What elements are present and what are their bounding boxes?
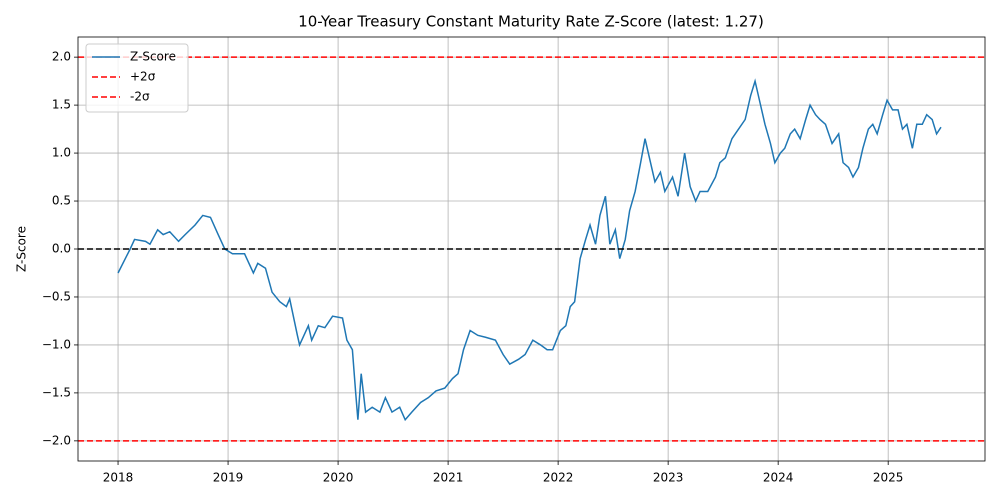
y-tick-label: −1.0 [42, 337, 71, 351]
y-tick-label: −1.5 [42, 385, 71, 399]
x-tick-label: 2019 [213, 471, 244, 485]
y-tick-label: 1.0 [52, 146, 71, 160]
legend-box [85, 43, 189, 113]
x-tick-label: 2018 [103, 471, 134, 485]
x-tick-label: 2023 [653, 471, 684, 485]
y-tick-label: 0.5 [52, 194, 71, 208]
y-tick-label: −2.0 [42, 433, 71, 447]
plot-frame [77, 36, 986, 462]
x-tick-label: 2025 [873, 471, 904, 485]
y-tick-label: 2.0 [52, 50, 71, 64]
x-tick-label: 2022 [543, 471, 574, 485]
x-tick-label: 2020 [323, 471, 354, 485]
x-tick-label: 2024 [763, 471, 794, 485]
legend-label: +2σ [130, 70, 156, 84]
y-tick-label: −0.5 [42, 289, 71, 303]
legend: Z-Score +2σ -2σ [85, 43, 189, 113]
x-tick-label: 2021 [433, 471, 464, 485]
y-axis-label: Z-Score [15, 226, 29, 272]
legend-label: Z-Score [130, 50, 176, 64]
y-tick-label: 1.5 [52, 98, 71, 112]
data-line [117, 78, 942, 422]
y-tick-label: 0.0 [52, 242, 71, 256]
chart-title: 10-Year Treasury Constant Maturity Rate … [298, 13, 764, 31]
legend-label: -2σ [130, 90, 150, 104]
